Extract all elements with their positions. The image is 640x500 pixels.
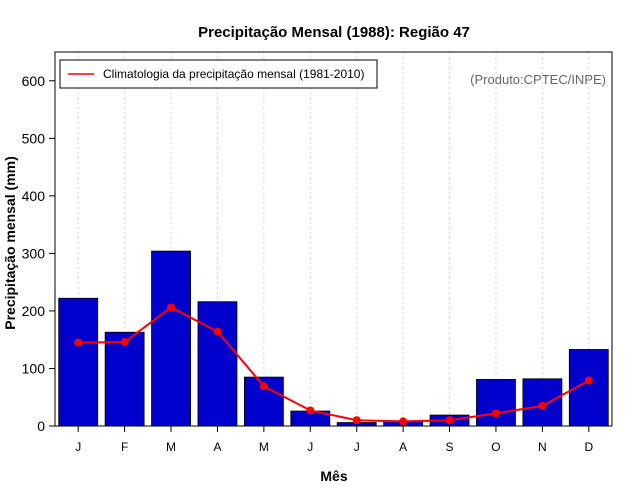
climatology-point-12 — [584, 376, 593, 385]
bar-2 — [104, 331, 145, 427]
bar-3 — [151, 250, 191, 427]
y-axis-label: Precipitação mensal (mm) — [2, 156, 18, 330]
climatology-point-2 — [120, 337, 129, 346]
legend-label: Climatologia da precipitação mensal (198… — [103, 67, 364, 81]
y-tick-label: 600 — [22, 73, 46, 89]
x-tick-label: M — [166, 440, 176, 454]
plot-frame — [54, 51, 613, 427]
climatology-point-11 — [538, 401, 547, 410]
climatology-line — [78, 306, 590, 423]
y-tick-label: 400 — [22, 188, 46, 204]
x-tick-label: M — [259, 440, 269, 454]
x-tick-label: S — [446, 440, 454, 454]
y-axis: 0 100 200 300 400 500 600 — [22, 73, 55, 434]
bar-4 — [197, 301, 238, 427]
bar-series — [58, 250, 609, 427]
x-tick-label: J — [354, 440, 360, 454]
y-tick-label: 200 — [22, 303, 46, 319]
x-tick-label: N — [538, 440, 547, 454]
y-tick-label: 300 — [22, 245, 46, 261]
legend: Climatologia da precipitação mensal (198… — [59, 59, 378, 89]
x-axis-label: Mês — [320, 468, 347, 484]
climatology-point-3 — [167, 303, 176, 312]
x-tick-label: D — [584, 440, 593, 454]
climatology-point-10 — [491, 409, 500, 418]
climatology-point-9 — [445, 416, 454, 425]
x-tick-label: F — [121, 440, 128, 454]
y-tick-label: 100 — [22, 360, 46, 376]
chart-title: Precipitação Mensal (1988): Região 47 — [198, 24, 470, 41]
x-tick-label: J — [75, 440, 81, 454]
x-tick-label: A — [213, 440, 221, 454]
climatology-point-7 — [352, 416, 361, 425]
climatology-point-6 — [306, 406, 315, 415]
bar-1 — [58, 297, 99, 427]
climatology-point-1 — [74, 338, 83, 347]
climatology-line-series — [74, 303, 593, 426]
climatology-point-5 — [259, 382, 268, 391]
legend-box — [59, 59, 378, 89]
climatology-point-4 — [213, 327, 222, 336]
y-tick-label: 0 — [37, 418, 45, 434]
x-tick-label: A — [399, 440, 407, 454]
climatology-point-8 — [399, 417, 408, 426]
credit-text: (Produto:CPTEC/INPE) — [470, 72, 606, 87]
bar-10 — [476, 378, 516, 427]
y-tick-label: 500 — [22, 130, 46, 146]
x-tick-label: J — [307, 440, 313, 454]
x-tick-label: O — [491, 440, 500, 454]
